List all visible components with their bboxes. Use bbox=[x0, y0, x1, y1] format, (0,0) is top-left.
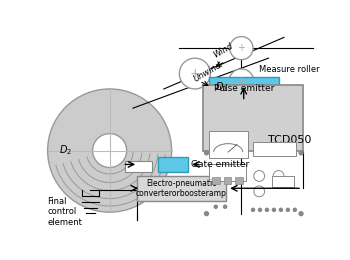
Ellipse shape bbox=[251, 208, 254, 211]
Bar bbox=[159, 157, 188, 172]
Text: Unwind: Unwind bbox=[193, 60, 224, 84]
Ellipse shape bbox=[265, 208, 268, 211]
Ellipse shape bbox=[230, 37, 253, 60]
Ellipse shape bbox=[48, 89, 172, 212]
Ellipse shape bbox=[92, 134, 127, 167]
Bar bbox=[224, 177, 231, 184]
Bar bbox=[137, 176, 226, 201]
Ellipse shape bbox=[254, 186, 265, 197]
Ellipse shape bbox=[299, 212, 303, 216]
Ellipse shape bbox=[204, 151, 209, 155]
Ellipse shape bbox=[179, 58, 210, 89]
Bar bbox=[203, 85, 303, 151]
Ellipse shape bbox=[293, 208, 296, 211]
Text: +: + bbox=[190, 67, 200, 80]
Ellipse shape bbox=[272, 208, 275, 211]
Ellipse shape bbox=[286, 208, 289, 211]
Text: +: + bbox=[237, 76, 246, 86]
Ellipse shape bbox=[299, 151, 303, 155]
Text: $D_1$: $D_1$ bbox=[216, 80, 229, 94]
Text: $D_2$: $D_2$ bbox=[59, 144, 72, 158]
Bar bbox=[212, 177, 220, 184]
Ellipse shape bbox=[254, 171, 265, 181]
Text: Pulse emitter: Pulse emitter bbox=[214, 84, 274, 93]
Ellipse shape bbox=[229, 69, 254, 94]
Text: Gate emitter: Gate emitter bbox=[191, 160, 249, 169]
Bar bbox=[209, 77, 279, 101]
Bar bbox=[235, 177, 243, 184]
Ellipse shape bbox=[279, 208, 282, 211]
Ellipse shape bbox=[273, 171, 284, 181]
Text: +: + bbox=[237, 43, 245, 53]
Ellipse shape bbox=[224, 205, 227, 208]
Ellipse shape bbox=[214, 205, 217, 208]
Bar bbox=[272, 176, 294, 187]
Bar bbox=[253, 142, 296, 156]
Ellipse shape bbox=[204, 212, 209, 216]
Text: TCD050: TCD050 bbox=[268, 135, 312, 145]
Bar bbox=[209, 164, 246, 181]
Bar bbox=[209, 131, 247, 158]
Bar bbox=[125, 161, 152, 172]
Text: Measure roller: Measure roller bbox=[259, 65, 320, 74]
Text: Final
control
element: Final control element bbox=[48, 197, 83, 226]
Ellipse shape bbox=[258, 208, 261, 211]
Text: Electro-pneumatic
converterorboosteramp: Electro-pneumatic converterorboosteramp bbox=[136, 179, 227, 198]
Text: Wind: Wind bbox=[212, 41, 235, 60]
